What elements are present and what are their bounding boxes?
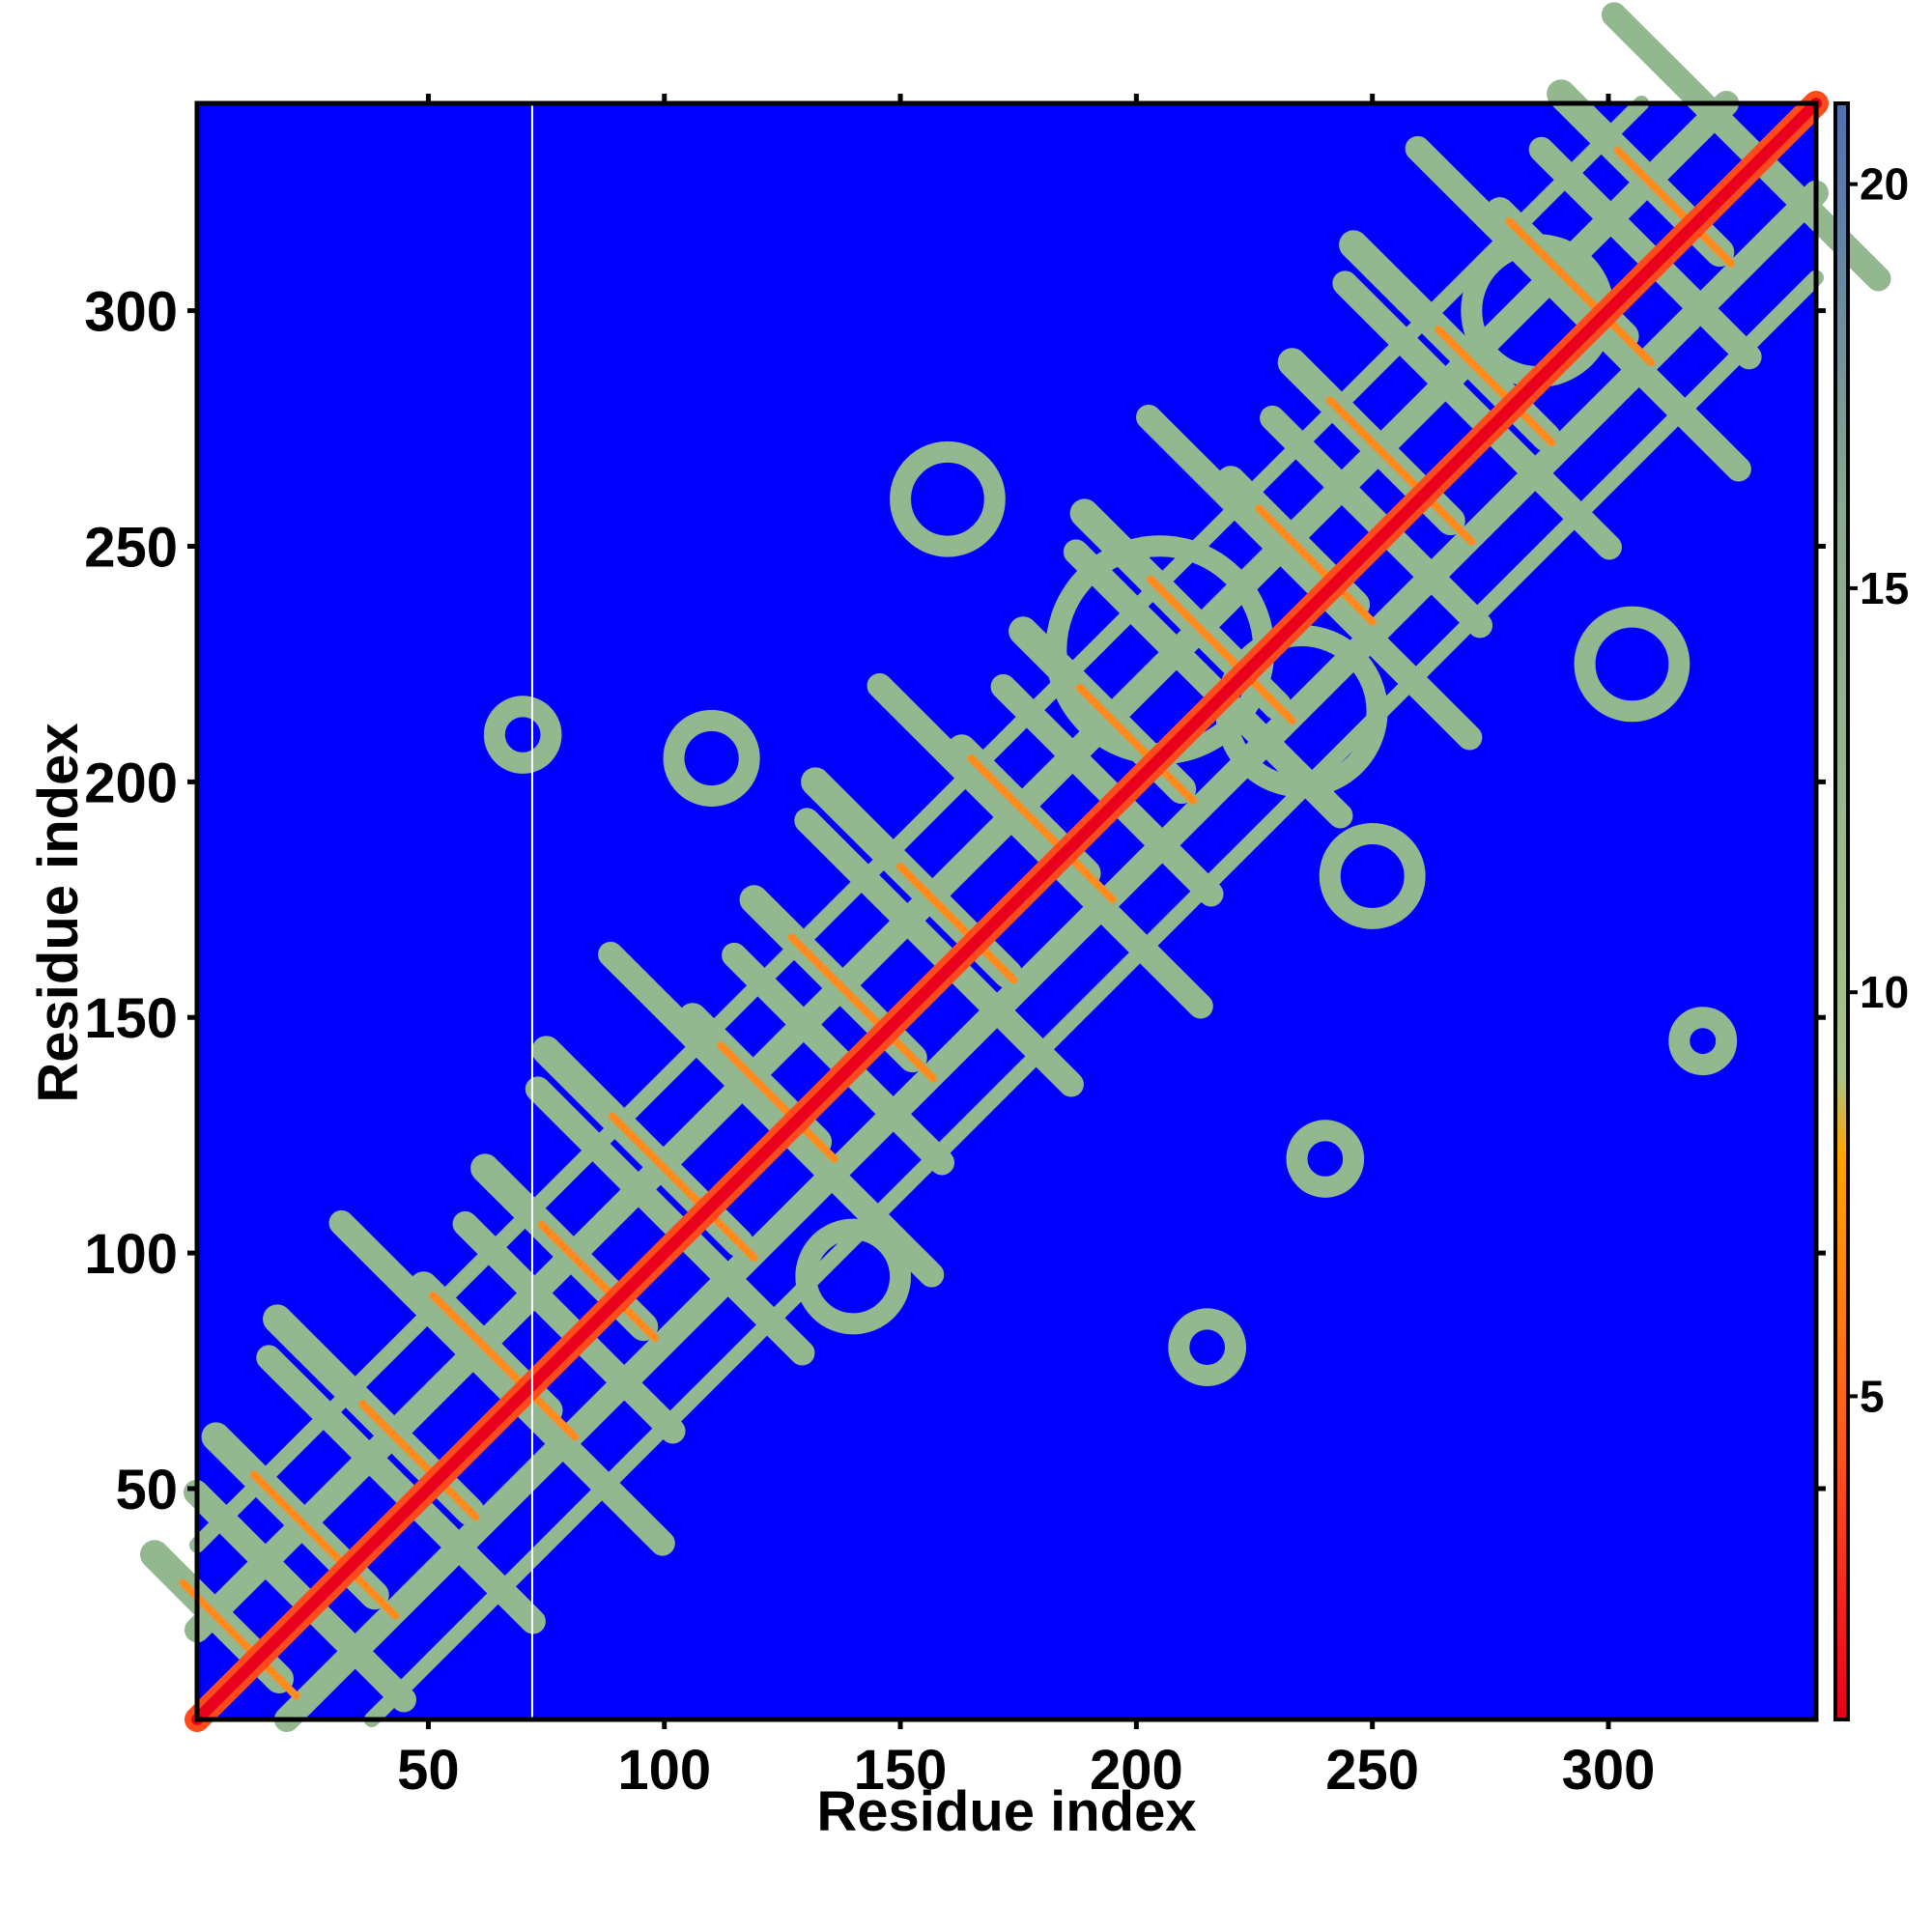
x-tick-label: 150	[854, 1739, 948, 1802]
contact-stripe-close	[608, 1112, 758, 1262]
colorbar-tick-label: 20	[1860, 159, 1909, 210]
colorbar-gradient	[1833, 101, 1850, 1721]
contact-band-antiparallel	[1528, 136, 1762, 370]
contact-stripe-close	[1255, 504, 1377, 626]
contact-stripe-close	[717, 1041, 838, 1163]
y-axis: 50 100 150 200 250 300	[84, 281, 1826, 1521]
x-tick-label: 50	[397, 1739, 460, 1802]
colorbar: 5 10 15 20	[1833, 101, 1909, 1721]
contact-band-antiparallel	[525, 1076, 815, 1366]
contact-cluster	[1574, 606, 1690, 723]
y-tick-label: 100	[84, 1223, 178, 1286]
contact-stripe-close	[1613, 146, 1736, 268]
contact-cluster	[1668, 1007, 1738, 1076]
contact-stripe-close	[1147, 575, 1296, 724]
x-tick-label: 250	[1325, 1739, 1419, 1802]
contact-band-antiparallel	[1063, 539, 1353, 829]
contact-stripe-close	[1505, 216, 1655, 367]
contact-band-antiparallel	[722, 942, 955, 1176]
contact-cluster	[1168, 1308, 1246, 1386]
contact-band-parallel	[273, 180, 1829, 1732]
contact-stripe-close	[1075, 683, 1198, 805]
contact-stripe-close	[537, 1220, 659, 1342]
contact-band-antiparallel	[990, 673, 1224, 907]
contact-stripe-close	[896, 863, 1018, 984]
contact-stripe-close	[787, 933, 938, 1083]
colorbar-tick-label: 5	[1860, 1371, 1885, 1421]
contact-band-parallel	[363, 270, 1824, 1727]
contact-cluster	[1286, 1120, 1365, 1198]
y-tick-label: 150	[84, 987, 178, 1050]
contact-band-antiparallel	[794, 808, 1084, 1097]
contact-stripe-close	[249, 1470, 400, 1620]
contact-band-antiparallel	[256, 1345, 546, 1634]
contact-cluster	[890, 440, 1006, 557]
contact-band-antiparallel	[1332, 270, 1622, 560]
main-diagonal-core	[191, 98, 1822, 1725]
x-axis-label: Residue index	[816, 1780, 1196, 1843]
contact-band-antiparallel	[1260, 405, 1493, 639]
contact-cluster	[795, 1218, 912, 1335]
x-tick-label: 200	[1090, 1739, 1183, 1802]
y-tick-label: 50	[115, 1459, 178, 1521]
contact-stripe-close	[1325, 396, 1476, 546]
y-axis-label: Residue index	[27, 723, 90, 1102]
contact-cluster	[483, 696, 562, 774]
plot-frame	[194, 100, 1819, 1722]
contact-cluster	[663, 709, 760, 808]
contact-band-antiparallel	[452, 1210, 686, 1444]
heatmap-area	[140, 2, 1891, 1732]
contact-stripe-close	[179, 1578, 300, 1700]
contact-stripe-close	[358, 1400, 480, 1521]
contact-stripe-close	[429, 1292, 579, 1441]
contact-stripe-close	[1435, 326, 1556, 447]
x-tick-label: 300	[1562, 1739, 1656, 1802]
colorbar-tick-label: 10	[1860, 967, 1909, 1017]
contact-cluster	[1215, 625, 1388, 798]
contact-stripe-close	[967, 753, 1117, 904]
y-tick-label: 200	[84, 752, 178, 814]
x-axis: 50 100 150 200 250 300	[397, 94, 1655, 1802]
contact-band-antiparallel	[184, 1479, 417, 1713]
colorbar-tick-label: 15	[1860, 563, 1909, 613]
y-tick-label: 300	[84, 281, 178, 344]
x-tick-label: 100	[617, 1739, 711, 1802]
contact-cluster	[1319, 822, 1426, 929]
y-tick-label: 250	[84, 516, 178, 579]
